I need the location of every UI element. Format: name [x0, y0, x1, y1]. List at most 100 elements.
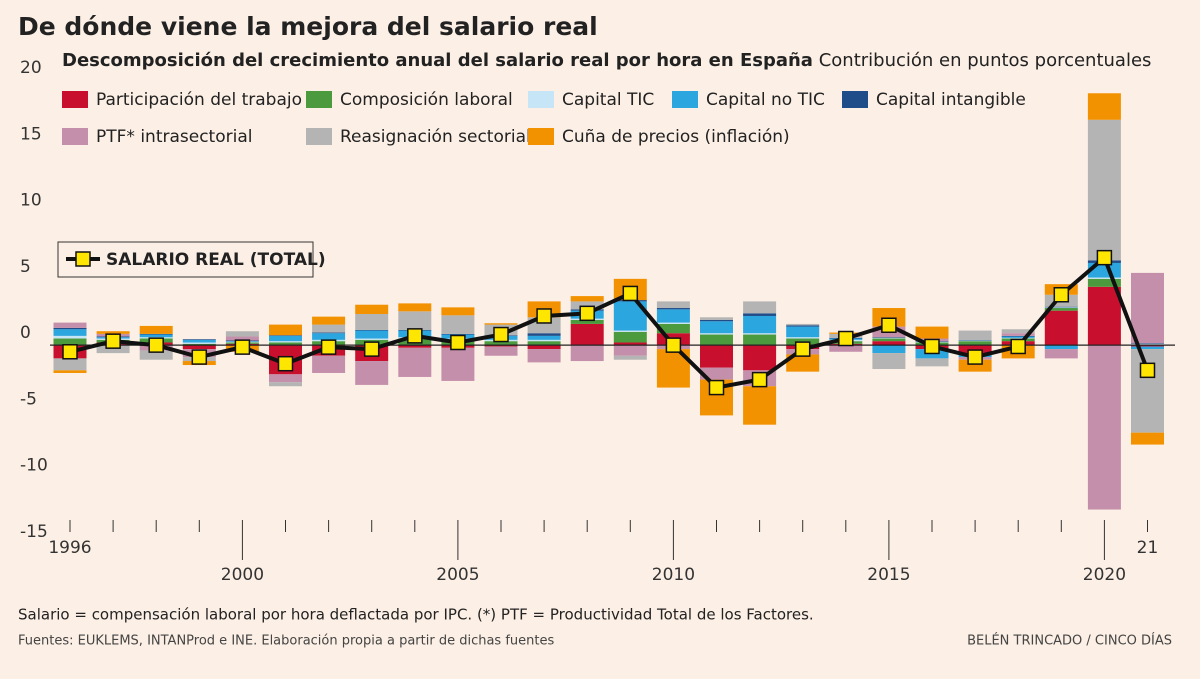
bar-segment	[743, 333, 777, 335]
bar-segment	[312, 324, 346, 333]
x-tick-label: 1996	[48, 538, 91, 558]
legend-swatch	[306, 128, 332, 145]
line-marker	[579, 305, 595, 322]
legend-swatch	[842, 91, 868, 108]
bar-segment	[656, 322, 690, 324]
bar-segment	[1131, 345, 1164, 347]
bar-segment	[743, 315, 777, 334]
bar-segment	[570, 323, 604, 346]
bar-segment	[958, 340, 992, 342]
legend-swatch	[528, 91, 554, 108]
line-marker	[967, 349, 983, 365]
bar-segment	[1044, 306, 1078, 308]
y-tick-label: 10	[20, 191, 42, 211]
bar-segment	[312, 355, 346, 373]
line-legend-marker	[75, 251, 91, 267]
bar-segment	[1131, 432, 1164, 445]
bar-segment	[786, 337, 820, 339]
line-marker	[924, 338, 940, 355]
line-marker	[363, 341, 380, 357]
bar-segment	[700, 333, 733, 335]
bar-segment	[527, 335, 561, 340]
line-marker	[838, 330, 854, 347]
y-tick-label: 5	[20, 257, 31, 277]
y-tick-label: 0	[20, 323, 31, 343]
y-tick-label: 15	[20, 124, 42, 144]
bar-segment	[225, 331, 259, 337]
bar-segment	[700, 321, 733, 334]
line-marker	[450, 334, 466, 351]
bar-segment	[656, 323, 690, 334]
bar-segment	[1087, 93, 1121, 120]
line-legend-box	[57, 241, 314, 278]
bar-segment	[1001, 336, 1035, 338]
bar-segment	[53, 329, 87, 336]
bar-segment	[53, 322, 87, 328]
line-marker	[493, 326, 509, 343]
bar-segment	[1044, 307, 1078, 309]
bar-segment	[398, 311, 432, 330]
bar-segment	[53, 335, 87, 339]
x-tick-label: 2005	[436, 565, 479, 585]
bar-segment	[1044, 308, 1078, 311]
legend-label: Capital TIC	[562, 90, 654, 110]
line-marker	[407, 328, 423, 344]
bar-segment	[1087, 119, 1121, 261]
source: Fuentes: EUKLEMS, INTANProd e INE. Elabo…	[18, 634, 554, 649]
line-marker	[665, 337, 682, 353]
bar-segment	[1131, 343, 1164, 344]
line-marker	[794, 341, 811, 357]
legend-swatch	[672, 91, 698, 108]
bar-segment	[182, 345, 216, 350]
y-tick-label: -5	[20, 389, 37, 409]
legend-label: Participación del trabajo	[96, 90, 302, 110]
bar-segment	[139, 325, 173, 334]
bar-segment	[441, 333, 475, 335]
line-marker	[1010, 338, 1026, 355]
line-marker	[320, 339, 337, 355]
bar-segment	[269, 335, 302, 336]
bar-segment	[398, 303, 432, 312]
line-marker	[191, 349, 208, 365]
bar-segment	[872, 345, 906, 354]
bar-segment	[355, 329, 389, 331]
bar-segment	[484, 346, 518, 356]
subtitle-main: Descomposición del crecimiento anual del…	[62, 50, 813, 71]
bar-segment	[182, 339, 216, 340]
bar-segment	[355, 313, 389, 330]
bar-segment	[527, 341, 561, 346]
line-marker	[1139, 362, 1156, 379]
bar-segment	[441, 315, 475, 334]
line-marker	[622, 285, 639, 302]
subtitle-unit: Contribución en puntos porcentuales	[819, 50, 1152, 71]
bar-segment	[570, 296, 604, 302]
bar-segment	[872, 308, 906, 327]
bar-segment	[269, 324, 302, 336]
bar-segment	[355, 361, 389, 385]
bar-segment	[613, 355, 647, 360]
y-tick-label: -10	[20, 456, 48, 476]
legend-label: SALARIO REAL (TOTAL)	[106, 250, 326, 270]
bar-segment	[872, 338, 906, 342]
bar-segment	[96, 345, 130, 354]
bar-segment	[398, 347, 432, 377]
bar-segment	[700, 367, 733, 380]
bar-segment	[1044, 349, 1078, 359]
bar-segment	[484, 341, 518, 346]
bar-segment	[139, 333, 173, 335]
bar-segment	[527, 339, 561, 342]
bar-segment	[182, 343, 216, 346]
bar-segment	[700, 334, 733, 346]
note: Salario = compensación laboral por hora …	[18, 606, 814, 624]
bar-segment	[355, 330, 389, 339]
bar-segment	[958, 341, 992, 346]
bar-segment	[1001, 337, 1035, 339]
bar-segment	[312, 333, 346, 340]
legend-label: PTF* intrasectorial	[96, 127, 252, 147]
bar-segment	[613, 345, 647, 356]
bar-segment	[915, 358, 949, 367]
bar-segment	[656, 309, 690, 323]
bar-segment	[1001, 335, 1035, 337]
bar-segment	[398, 345, 432, 348]
